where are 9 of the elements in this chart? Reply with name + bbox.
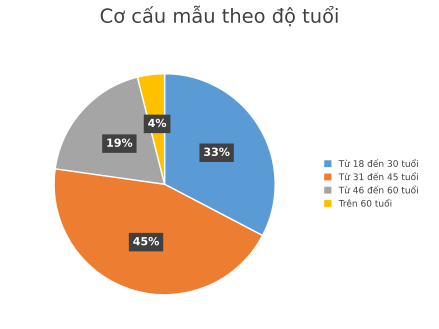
legend-label: Từ 31 đến 45 tuổi xyxy=(338,172,418,180)
data-label: 4% xyxy=(148,118,166,128)
legend-label: Từ 18 đến 30 tuổi xyxy=(338,159,418,167)
chart-title: Cơ cấu mẫu theo độ tuổi xyxy=(100,6,338,26)
data-label: 45% xyxy=(133,236,159,246)
data-label: 33% xyxy=(204,148,230,156)
data-label: 19% xyxy=(107,138,132,147)
legend-label: Trên 60 tuổi xyxy=(338,198,392,207)
legend-label: Từ 46 đến 60 tuổi xyxy=(338,186,418,194)
